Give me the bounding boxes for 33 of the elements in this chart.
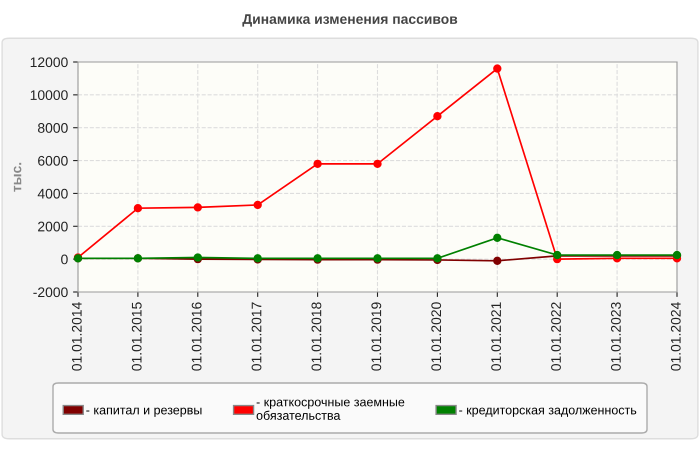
- x-tick-label: 01.01.2021: [491, 302, 502, 371]
- legend-label: - краткосрочные заемные обязательства: [256, 400, 404, 420]
- x-tick-label: 01.01.2019: [371, 302, 382, 371]
- point: [134, 204, 142, 212]
- x-tick-label: 01.01.2014: [72, 302, 82, 371]
- y-tick-label: 4000: [38, 188, 68, 199]
- chart-title: Динамика изменения пассивов: [242, 14, 458, 27]
- y-tick-label: 12000: [30, 57, 68, 68]
- x-tick-label: 01.01.2018: [311, 302, 322, 371]
- point: [493, 256, 502, 265]
- point: [433, 112, 442, 120]
- y-tick-label: 2000: [38, 222, 68, 232]
- x-tick-label: 01.01.2016: [192, 302, 202, 371]
- x-tick-label: 01.01.2022: [551, 302, 561, 371]
- y-tick-label: 6000: [38, 156, 68, 166]
- y-axis-title: тыс.: [14, 162, 22, 192]
- y-tick-label: -2000: [33, 287, 68, 298]
- y-tick-label: 8000: [38, 123, 68, 133]
- y-tick-label: 10000: [30, 90, 68, 100]
- legend-label: - кредиторская задолженность: [459, 408, 636, 417]
- point: [373, 160, 382, 168]
- x-tick-label: 01.01.2023: [610, 302, 621, 371]
- x-tick-label: 01.01.2017: [252, 302, 262, 371]
- point: [493, 234, 502, 242]
- x-tick-label: 01.01.2020: [431, 302, 442, 371]
- y-tick-label: 0: [61, 254, 68, 264]
- point: [313, 160, 322, 168]
- point: [254, 200, 262, 210]
- legend-label: - капитал и резервы: [86, 408, 202, 417]
- x-tick-label: 01.01.2015: [132, 302, 142, 371]
- point: [194, 203, 202, 212]
- point: [493, 64, 502, 73]
- x-tick-label: 01.01.2024: [670, 302, 681, 371]
